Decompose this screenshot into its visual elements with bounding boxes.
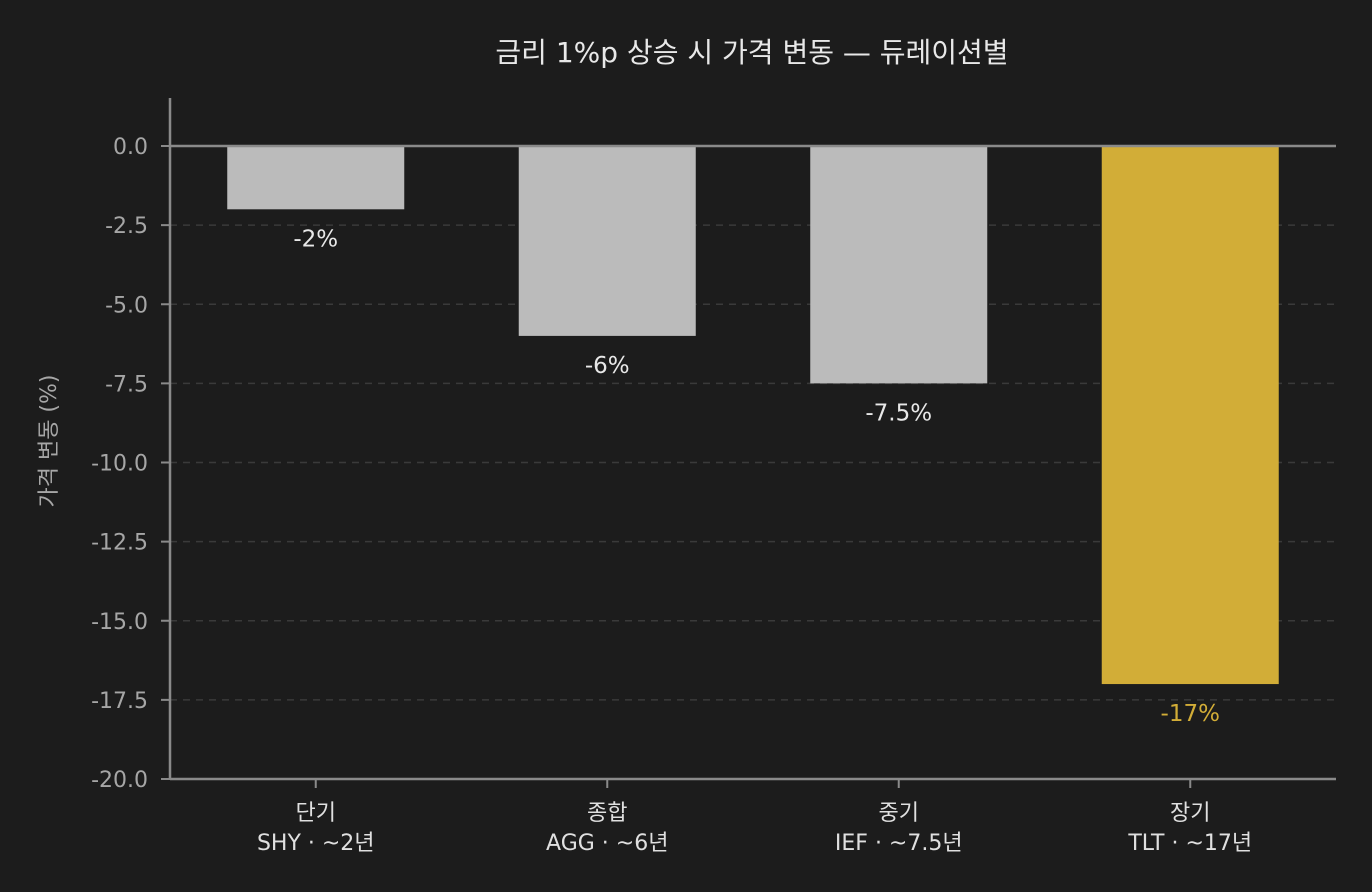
x-tick-sublabel: TLT · ~17년 — [1127, 831, 1252, 856]
data-label: -17% — [1161, 701, 1220, 727]
x-tick-sublabel: AGG · ~6년 — [546, 831, 668, 856]
y-tick-label: -12.5 — [91, 531, 148, 556]
x-axis-ticks: 단기 SHY · ~2년 종합 AGG · ~6년 중기 IEF · ~7.5년 장기 TLT… — [257, 779, 1252, 856]
x-tick-sublabel: IEF · ~7.5년 — [835, 831, 963, 856]
y-tick-label: -10.0 — [91, 452, 148, 477]
data-label: -7.5% — [865, 400, 932, 426]
x-tick-label: 중기 — [879, 801, 919, 826]
x-tick-sublabel: SHY · ~2년 — [257, 831, 375, 856]
y-tick-label: 0.0 — [113, 135, 148, 160]
y-tick-label: -5.0 — [105, 293, 148, 318]
data-label: -2% — [293, 226, 338, 252]
data-labels: -2% -6% -7.5% -17% — [293, 226, 1220, 727]
bar — [227, 146, 405, 210]
y-axis-ticks: 0.0 -2.5 -5.0 -7.5 -10.0 -12.5 -15.0 -17.5 -20.0 — [91, 135, 170, 793]
axes — [168, 98, 1336, 781]
bar — [518, 146, 696, 336]
y-tick-label: -2.5 — [105, 214, 148, 239]
y-tick-label: -17.5 — [91, 689, 148, 714]
chart-title: 금리 1%p 상승 시 가격 변동 — 듀레이션별 — [495, 36, 1008, 69]
bar — [810, 146, 988, 384]
bars — [227, 146, 1279, 685]
data-label: -6% — [585, 353, 630, 379]
y-axis-label: 가격 변동 (%) — [37, 374, 62, 507]
x-tick-label: 종합 — [587, 801, 627, 826]
y-tick-label: -15.0 — [91, 610, 148, 635]
y-tick-label: -7.5 — [105, 372, 148, 397]
bar — [1101, 146, 1279, 685]
x-tick-label: 단기 — [296, 801, 336, 826]
y-tick-label: -20.0 — [91, 768, 148, 793]
x-tick-label: 장기 — [1170, 801, 1210, 826]
